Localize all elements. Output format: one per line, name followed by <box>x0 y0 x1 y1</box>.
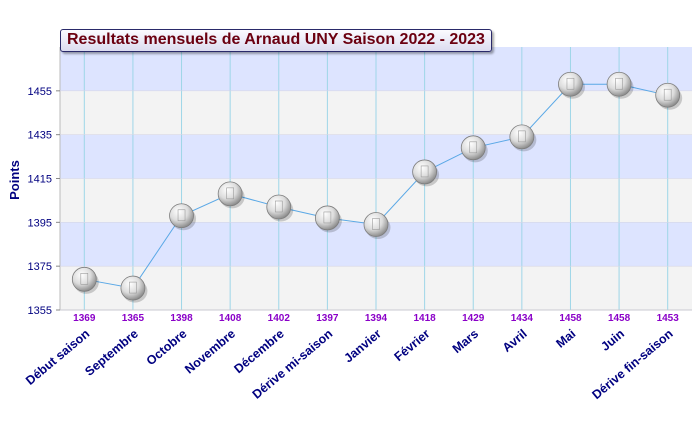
data-point-emblem <box>323 211 332 224</box>
data-point <box>363 212 391 240</box>
value-label: 1458 <box>559 313 582 324</box>
x-tick-label: Dérive fin-saison <box>589 327 675 402</box>
x-tick-label: Mars <box>450 327 481 357</box>
data-point <box>606 71 634 99</box>
data-point <box>120 275 148 303</box>
data-point-emblem <box>469 141 478 154</box>
y-tick-label: 1415 <box>28 174 52 186</box>
y-tick-label: 1455 <box>28 86 52 98</box>
x-tick-label: Novembre <box>182 327 238 377</box>
x-tick-label: Avril <box>500 327 530 355</box>
data-point-emblem <box>518 130 526 143</box>
data-point-emblem <box>372 218 380 230</box>
data-point-emblem <box>274 200 283 213</box>
value-label: 1434 <box>511 313 534 324</box>
data-point-emblem <box>129 281 137 294</box>
data-point-emblem <box>663 88 672 101</box>
data-point-ball <box>169 203 194 229</box>
value-label: 1394 <box>365 313 388 324</box>
data-point <box>460 135 488 163</box>
data-point <box>509 124 537 152</box>
data-point-emblem <box>177 209 186 222</box>
y-tick-label: 1375 <box>28 261 52 273</box>
data-point-ball <box>606 71 632 97</box>
value-label: 1429 <box>462 313 485 324</box>
data-point <box>71 266 99 294</box>
value-label: 1369 <box>73 313 96 324</box>
data-point-emblem <box>80 273 89 285</box>
data-point <box>314 205 342 233</box>
x-tick-label: Mai <box>553 327 578 351</box>
data-point-emblem <box>615 77 623 90</box>
x-tick-label: Juin <box>598 327 627 354</box>
x-tick-label: Début saison <box>23 327 92 388</box>
data-point-emblem <box>420 165 429 178</box>
data-points <box>71 71 683 303</box>
data-point-emblem <box>566 77 575 90</box>
data-point-emblem <box>226 187 234 200</box>
x-tick-label: Septembre <box>82 327 141 379</box>
value-label: 1398 <box>170 313 193 324</box>
data-point-ball <box>314 205 340 231</box>
data-point-ball <box>509 124 535 150</box>
value-label: 1397 <box>316 313 339 324</box>
data-point-ball <box>363 212 389 237</box>
data-point <box>217 181 245 209</box>
chart-title: Resultats mensuels de Arnaud UNY Saison … <box>60 29 492 52</box>
y-tick-label: 1435 <box>28 130 52 142</box>
data-point <box>169 203 197 231</box>
value-labels: 1369 1365 1398 1408 1402 1397 1394 1418 1429 1434… <box>73 313 679 324</box>
x-tick-label: Octobre <box>144 327 190 369</box>
y-tick-label: 1355 <box>28 305 52 317</box>
data-point-ball <box>558 71 583 97</box>
x-tick-label: Janvier <box>341 326 384 365</box>
data-point <box>412 159 440 187</box>
value-label: 1453 <box>657 313 680 324</box>
value-label: 1458 <box>608 313 631 324</box>
data-point-ball <box>217 181 243 207</box>
value-label: 1365 <box>122 313 145 324</box>
x-tick-label: Février <box>392 326 433 364</box>
value-label: 1418 <box>413 313 436 324</box>
data-point <box>558 71 585 99</box>
data-point <box>655 82 683 110</box>
value-label: 1402 <box>268 313 291 324</box>
data-point-ball <box>120 275 146 301</box>
y-tick-label: 1395 <box>28 217 52 229</box>
data-point-ball <box>266 194 292 220</box>
data-point-ball <box>71 266 97 292</box>
data-point-ball <box>460 135 486 161</box>
x-tick-label: Dérive mi-saison <box>250 327 336 402</box>
data-point-ball <box>412 159 438 185</box>
y-axis-label: Points <box>7 160 22 200</box>
data-point <box>266 194 294 222</box>
value-label: 1408 <box>219 313 242 324</box>
data-point-ball <box>655 82 681 108</box>
